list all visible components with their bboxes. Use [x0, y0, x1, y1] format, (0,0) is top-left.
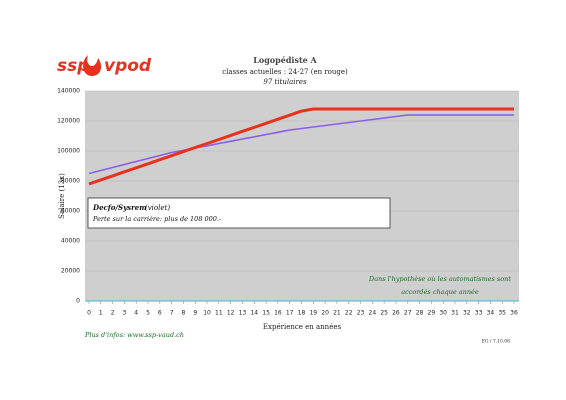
y-tick-label: 120000: [57, 118, 80, 125]
x-axis-label: Expérience en années: [263, 323, 342, 331]
x-tick-label: 9: [193, 310, 197, 317]
x-tick-label: 29: [428, 310, 436, 317]
x-tick-label: 11: [215, 310, 223, 317]
x-tick-label: 27: [404, 310, 412, 317]
x-tick-label: 24: [369, 310, 377, 317]
footer-ref: EG / 7.10.08: [482, 339, 511, 345]
x-tick-label: 32: [463, 310, 471, 317]
x-tick-label: 7: [170, 310, 174, 317]
x-tick-label: 19: [309, 310, 317, 317]
x-tick-label: 17: [286, 310, 294, 317]
chart-subtitle: classes actuelles : 24-27 (en rouge): [222, 68, 348, 76]
x-tick-label: 14: [250, 310, 258, 317]
y-axis-label: Salaire (13x): [58, 173, 66, 219]
x-tick-label: 2: [111, 310, 115, 317]
x-tick-label: 34: [487, 310, 495, 317]
x-tick-label: 6: [158, 310, 162, 317]
x-tick-label: 20: [321, 310, 329, 317]
series-line: [88, 107, 514, 186]
x-tick-label: 18: [298, 310, 306, 317]
x-tick-label: 1: [99, 310, 103, 317]
annotation: accordés chaque année: [401, 288, 479, 296]
plot-area: [85, 91, 519, 301]
chart-subtitle: 97 titulaires: [263, 78, 307, 86]
x-tick-label: 8: [182, 310, 186, 317]
x-tick-label: 22: [345, 310, 353, 317]
x-tick-label: 0: [87, 310, 91, 317]
y-tick-label: 80000: [61, 178, 80, 185]
y-tick-label: 40000: [61, 238, 80, 245]
x-tick-label: 26: [392, 310, 400, 317]
x-tick-label: 21: [333, 310, 341, 317]
x-tick-label: 25: [380, 310, 388, 317]
x-tick-label: 5: [146, 310, 150, 317]
x-tick-label: 3: [123, 310, 127, 317]
x-tick-label: 12: [227, 310, 235, 317]
footer-link: Plus d'infos: www.ssp-vaud.ch: [84, 331, 184, 339]
x-tick-label: 35: [498, 310, 506, 317]
annotation: Dans l'hypothèse où les automatismes son…: [368, 275, 511, 283]
logo-flame: [83, 55, 102, 76]
logo-right: vpod: [104, 56, 152, 76]
series-line: [88, 114, 514, 175]
box-title: Decfo/Sysrem: [92, 203, 147, 212]
box-text: Perte sur la carrière: plus de 108 000.-: [92, 215, 221, 223]
box-title-note: (violet): [145, 204, 170, 212]
x-tick-label: 23: [357, 310, 365, 317]
x-tick-label: 16: [274, 310, 282, 317]
x-tick-label: 33: [475, 310, 483, 317]
y-tick-label: 20000: [61, 268, 80, 275]
logo-left: ssp: [57, 56, 89, 76]
x-tick-label: 31: [451, 310, 459, 317]
y-tick-label: 100000: [57, 148, 80, 155]
x-tick-label: 4: [134, 310, 138, 317]
x-tick-label: 10: [203, 310, 211, 317]
y-tick-label: 60000: [61, 208, 80, 215]
x-tick-label: 36: [510, 310, 518, 317]
x-tick-label: 28: [416, 310, 424, 317]
x-tick-label: 30: [439, 310, 447, 317]
x-tick-label: 13: [239, 310, 247, 317]
y-tick-label: 140000: [57, 88, 80, 95]
chart-title: Logopédiste A: [253, 55, 317, 65]
note-box: [87, 197, 391, 229]
x-tick-label: 15: [262, 310, 270, 317]
y-tick-label: 0: [76, 298, 80, 305]
